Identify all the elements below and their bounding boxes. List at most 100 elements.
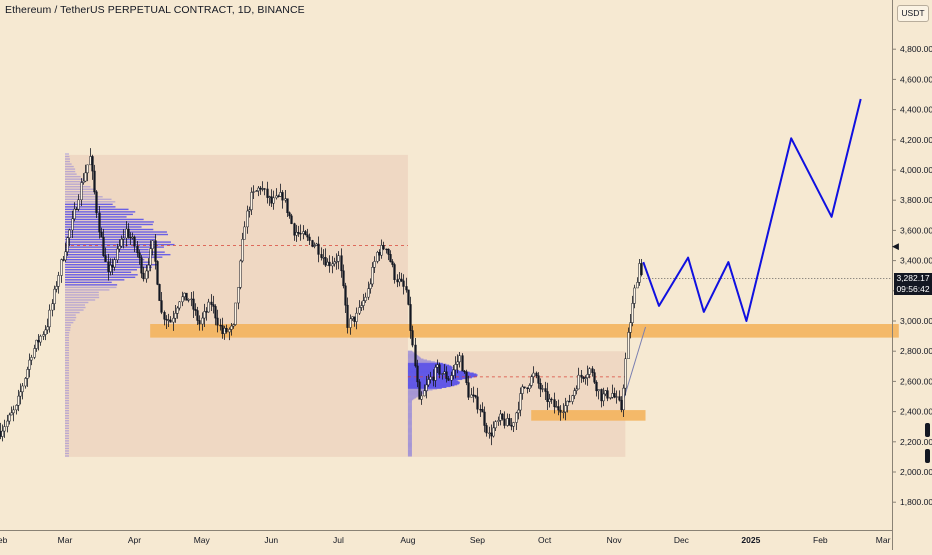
candle-body [566, 400, 569, 406]
candle-body [530, 376, 533, 386]
volume-profile-bar [407, 395, 420, 397]
candle-body [86, 164, 89, 174]
volume-profile-bar [65, 445, 69, 447]
candle-body [447, 378, 450, 381]
candle-body [127, 228, 130, 238]
candle-body [521, 386, 524, 394]
candle-body [355, 312, 358, 322]
candle-body [30, 357, 33, 361]
volume-profile-bar [407, 427, 412, 430]
candle-body [467, 382, 470, 398]
candle-body [145, 270, 148, 280]
volume-profile-bar [407, 455, 412, 457]
volume-profile-bar [65, 339, 69, 341]
volume-profile-bar [407, 380, 459, 382]
volume-profile-bar [65, 392, 69, 394]
volume-profile-bar [407, 442, 412, 445]
candle-body [510, 425, 513, 427]
scroll-arrow-icon[interactable]: ◀ [892, 241, 899, 251]
volume-profile-bar [65, 175, 81, 178]
candle-body [539, 383, 542, 390]
candle-body [163, 312, 166, 320]
volume-profile-bar [407, 403, 412, 405]
volume-profile-bar [65, 173, 77, 175]
candle-body [35, 339, 38, 349]
volume-profile-bar [407, 405, 412, 408]
volume-profile-bar [407, 449, 412, 451]
currency-selector[interactable]: USDT [897, 5, 929, 22]
candle-body [627, 332, 630, 360]
countdown: 09:56:42 [896, 284, 930, 294]
volume-profile-bar [407, 448, 412, 450]
candle-body [503, 418, 506, 426]
volume-profile-bar [407, 440, 412, 442]
volume-profile-bar [407, 356, 421, 359]
candle-body [499, 413, 502, 421]
candle-body [228, 329, 231, 333]
volume-profile-bar [65, 206, 116, 208]
candle-body [346, 304, 349, 328]
candle-body [606, 390, 609, 399]
volume-profile-bar [65, 286, 117, 289]
candle-body [299, 233, 302, 235]
candle-body [396, 279, 399, 283]
candle-body [160, 300, 163, 313]
volume-profile-bar [407, 350, 413, 352]
candle-body [44, 329, 47, 335]
candle-body [53, 288, 56, 304]
volume-profile-bar [407, 414, 412, 417]
candle-body [326, 261, 329, 266]
volume-profile-bar [65, 314, 76, 316]
candle-body [42, 334, 45, 337]
candle-body [221, 325, 224, 334]
candle-body [609, 396, 612, 399]
volume-profile-bar [65, 337, 69, 339]
candle-body [577, 374, 580, 390]
candle-body [237, 287, 240, 304]
candle-body [409, 304, 412, 331]
volume-profile-bar [407, 453, 412, 455]
candle-body [485, 425, 488, 434]
volume-profile-bar [407, 354, 417, 356]
candle-body [147, 264, 150, 272]
candle-body [68, 229, 71, 239]
candle-body [214, 306, 217, 319]
candle-body [62, 259, 65, 261]
candle-body [6, 420, 9, 427]
candle-body [93, 170, 96, 193]
candle-body [555, 406, 558, 408]
volume-profile-bar [65, 216, 127, 218]
volume-profile-bar [407, 384, 455, 387]
scale-handle-icon[interactable] [925, 423, 930, 437]
candle-body [120, 239, 123, 247]
volume-profile-bar [407, 397, 417, 399]
candle-body [562, 411, 565, 413]
candle-body [28, 359, 31, 370]
volume-profile-bar [65, 248, 149, 251]
candle-body [51, 303, 54, 311]
volume-profile-bar [407, 429, 412, 432]
volume-profile-bar [65, 279, 125, 281]
volume-profile-bar [407, 391, 426, 394]
volume-profile-bar [65, 427, 69, 430]
volume-profile-bar [407, 444, 412, 447]
candle-body [550, 398, 553, 401]
candle-body [580, 374, 583, 378]
volume-profile-bar [407, 361, 435, 363]
volume-profile-bar [65, 306, 86, 309]
current-price: 3,282.17 [896, 273, 930, 283]
scale-handle-icon[interactable] [925, 449, 930, 463]
candle-body [604, 390, 607, 395]
volume-profile-bar [65, 183, 84, 185]
volume-profile-bar [407, 398, 415, 400]
volume-profile-bar [407, 423, 412, 425]
candle-body [48, 309, 51, 328]
candle-body [595, 381, 598, 392]
volume-profile-bar [65, 165, 74, 168]
candle-body [281, 192, 284, 201]
volume-profile-bar [65, 342, 69, 344]
volume-profile-bar [407, 435, 412, 437]
volume-profile-bar [65, 387, 69, 389]
